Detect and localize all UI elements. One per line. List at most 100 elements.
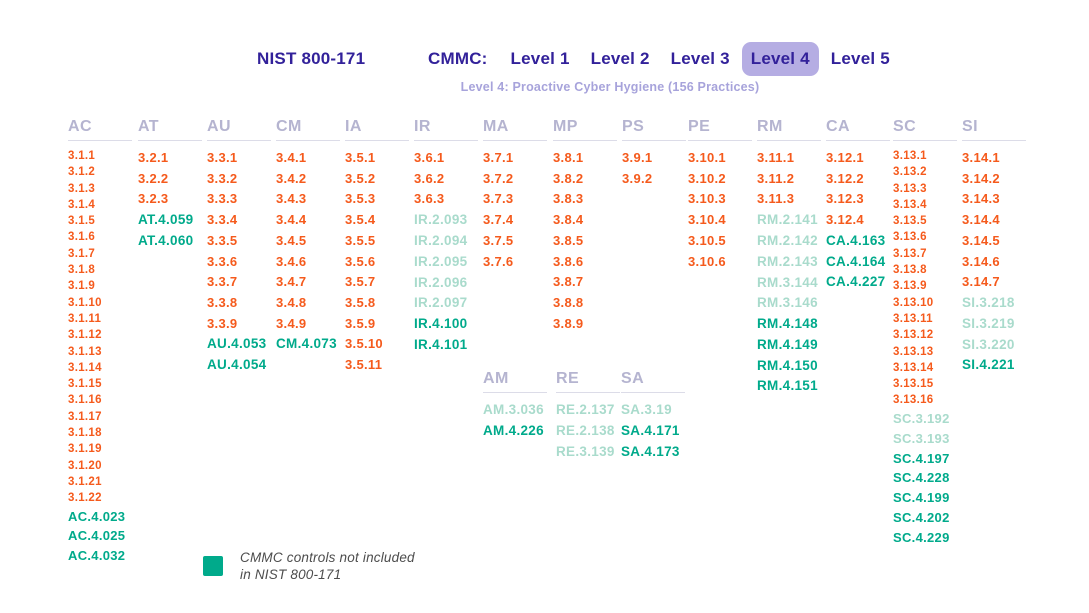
column-header-sa: SA bbox=[621, 370, 685, 393]
control-code: 3.7.6 bbox=[483, 253, 514, 269]
column-header-cm: CM bbox=[276, 118, 340, 141]
control-code: 3.11.1 bbox=[757, 150, 795, 165]
control-code: SA.3.19 bbox=[621, 402, 672, 417]
control-code: SA.4.171 bbox=[621, 422, 680, 438]
control-code: RM.4.151 bbox=[757, 378, 818, 394]
tab-level-2[interactable]: Level 2 bbox=[590, 49, 650, 68]
control-code: 3.13.11 bbox=[893, 312, 933, 325]
tab-level-3[interactable]: Level 3 bbox=[670, 49, 730, 68]
control-code: SC.3.192 bbox=[893, 410, 950, 426]
control-code: 3.1.16 bbox=[68, 394, 102, 407]
control-code: 3.10.2 bbox=[688, 170, 726, 186]
control-code: 3.13.4 bbox=[893, 198, 927, 211]
column-pe: PE 3.10.1 3.10.2 3.10.3 3.10.4 3.10.5 3.10.6 bbox=[688, 118, 752, 272]
control-code: AC.4.025 bbox=[68, 528, 126, 544]
control-code: 3.1.2 bbox=[68, 166, 96, 179]
control-code: 3.8.6 bbox=[553, 253, 584, 269]
tab-level-1[interactable]: Level 1 bbox=[510, 49, 570, 68]
control-code: SC.3.193 bbox=[893, 430, 950, 446]
control-code: 3.1.13 bbox=[68, 345, 102, 358]
control-code: 3.3.7 bbox=[207, 274, 238, 290]
control-code: SI.3.218 bbox=[962, 294, 1015, 310]
control-code: 3.13.13 bbox=[893, 345, 934, 358]
control-code: 3.1.19 bbox=[68, 443, 102, 456]
column-at: AT 3.2.1 3.2.2 3.2.3 AT.4.059 AT.4.060 bbox=[138, 118, 202, 252]
column-ac: AC 3.1.1 3.1.2 3.1.3 3.1.4 3.1.5 3.1.6 3.1.7 3.1… bbox=[68, 118, 132, 566]
control-code: AT.4.060 bbox=[138, 232, 194, 248]
control-code: 3.8.1 bbox=[553, 150, 584, 165]
column-header-ir: IR bbox=[414, 118, 478, 141]
control-code: 3.14.2 bbox=[962, 170, 1000, 186]
column-header-au: AU bbox=[207, 118, 271, 141]
control-code: 3.1.14 bbox=[68, 361, 102, 374]
control-code: 3.1.18 bbox=[68, 427, 102, 440]
control-code: 3.8.8 bbox=[553, 294, 584, 310]
control-code: 3.13.1 bbox=[893, 150, 927, 162]
column-header-ca: CA bbox=[826, 118, 890, 141]
column-ir: IR 3.6.1 3.6.2 3.6.3 IR.2.093 IR.2.094 IR.2.09… bbox=[414, 118, 478, 356]
control-code: 3.10.6 bbox=[688, 253, 726, 269]
control-code: CA.4.164 bbox=[826, 253, 886, 269]
control-code: 3.5.8 bbox=[345, 294, 376, 310]
control-code: 3.5.3 bbox=[345, 191, 376, 207]
control-code: RM.2.143 bbox=[757, 253, 818, 269]
cmmc-label: CMMC: bbox=[428, 49, 488, 68]
control-code: 3.1.6 bbox=[68, 231, 96, 244]
column-header-am: AM bbox=[483, 370, 547, 393]
tab-level-5[interactable]: Level 5 bbox=[830, 49, 890, 68]
control-code: 3.13.10 bbox=[893, 296, 934, 309]
control-code: 3.5.11 bbox=[345, 357, 383, 373]
control-code: SC.4.229 bbox=[893, 530, 950, 546]
control-code: 3.13.16 bbox=[893, 394, 934, 407]
control-code: 3.8.5 bbox=[553, 232, 584, 248]
control-code: RE.2.137 bbox=[556, 402, 615, 417]
column-re: RE RE.2.137 RE.2.138 RE.3.139 bbox=[556, 370, 620, 462]
control-code: 3.7.3 bbox=[483, 191, 514, 207]
column-header-rm: RM bbox=[757, 118, 821, 141]
control-code: 3.7.1 bbox=[483, 150, 514, 165]
control-code: 3.3.1 bbox=[207, 150, 238, 165]
control-code: 3.13.5 bbox=[893, 215, 927, 228]
control-code: 3.5.6 bbox=[345, 253, 376, 269]
control-code: 3.1.8 bbox=[68, 264, 96, 277]
control-code: 3.8.2 bbox=[553, 170, 584, 186]
control-code: 3.14.1 bbox=[962, 150, 1000, 165]
control-code: 3.1.11 bbox=[68, 312, 102, 325]
control-code: 3.7.4 bbox=[483, 212, 514, 228]
control-code: 3.5.10 bbox=[345, 336, 383, 352]
control-code: IR.4.100 bbox=[414, 316, 468, 332]
column-si: SI 3.14.1 3.14.2 3.14.3 3.14.4 3.14.5 3.14.6 3.… bbox=[962, 118, 1026, 376]
control-code: SC.4.202 bbox=[893, 510, 950, 526]
control-code: IR.2.096 bbox=[414, 274, 468, 290]
control-code: RM.3.146 bbox=[757, 295, 818, 311]
control-code: SC.4.228 bbox=[893, 470, 950, 486]
control-code: IR.2.094 bbox=[414, 232, 468, 248]
tab-level-4[interactable]: Level 4 bbox=[741, 42, 819, 76]
legend: CMMC controls not included in NIST 800-1… bbox=[203, 549, 415, 583]
column-cm: CM 3.4.1 3.4.2 3.4.3 3.4.4 3.4.5 3.4.6 3.4.7 3.4… bbox=[276, 118, 340, 355]
control-code: AU.4.053 bbox=[207, 336, 267, 352]
control-code: 3.14.4 bbox=[962, 212, 1000, 228]
control-code: 3.13.9 bbox=[893, 280, 927, 293]
column-header-ac: AC bbox=[68, 118, 132, 141]
column-ps: PS 3.9.1 3.9.2 bbox=[622, 118, 686, 189]
control-code: 3.5.4 bbox=[345, 212, 376, 228]
control-code: 3.1.5 bbox=[68, 215, 96, 228]
control-code: 3.4.7 bbox=[276, 274, 307, 290]
control-code: RM.4.148 bbox=[757, 316, 818, 332]
control-code: CA.4.163 bbox=[826, 232, 886, 248]
control-code: 3.1.21 bbox=[68, 475, 102, 488]
control-code: 3.4.2 bbox=[276, 170, 307, 186]
control-code: 3.10.1 bbox=[688, 150, 726, 165]
control-grid: AC 3.1.1 3.1.2 3.1.3 3.1.4 3.1.5 3.1.6 3.1.7 3.1… bbox=[0, 118, 1089, 578]
control-code: RM.2.142 bbox=[757, 232, 818, 248]
control-code: 3.1.22 bbox=[68, 492, 102, 505]
column-ia: IA 3.5.1 3.5.2 3.5.3 3.5.4 3.5.5 3.5.6 3.5.7 3.5… bbox=[345, 118, 409, 376]
control-code: RM.4.150 bbox=[757, 357, 818, 373]
control-code: 3.13.3 bbox=[893, 182, 927, 195]
column-mp: MP 3.8.1 3.8.2 3.8.3 3.8.4 3.8.5 3.8.6 3.8.7 3.8… bbox=[553, 118, 617, 334]
control-code: 3.8.3 bbox=[553, 191, 584, 207]
column-header-mp: MP bbox=[553, 118, 617, 141]
control-code: IR.2.095 bbox=[414, 253, 468, 269]
